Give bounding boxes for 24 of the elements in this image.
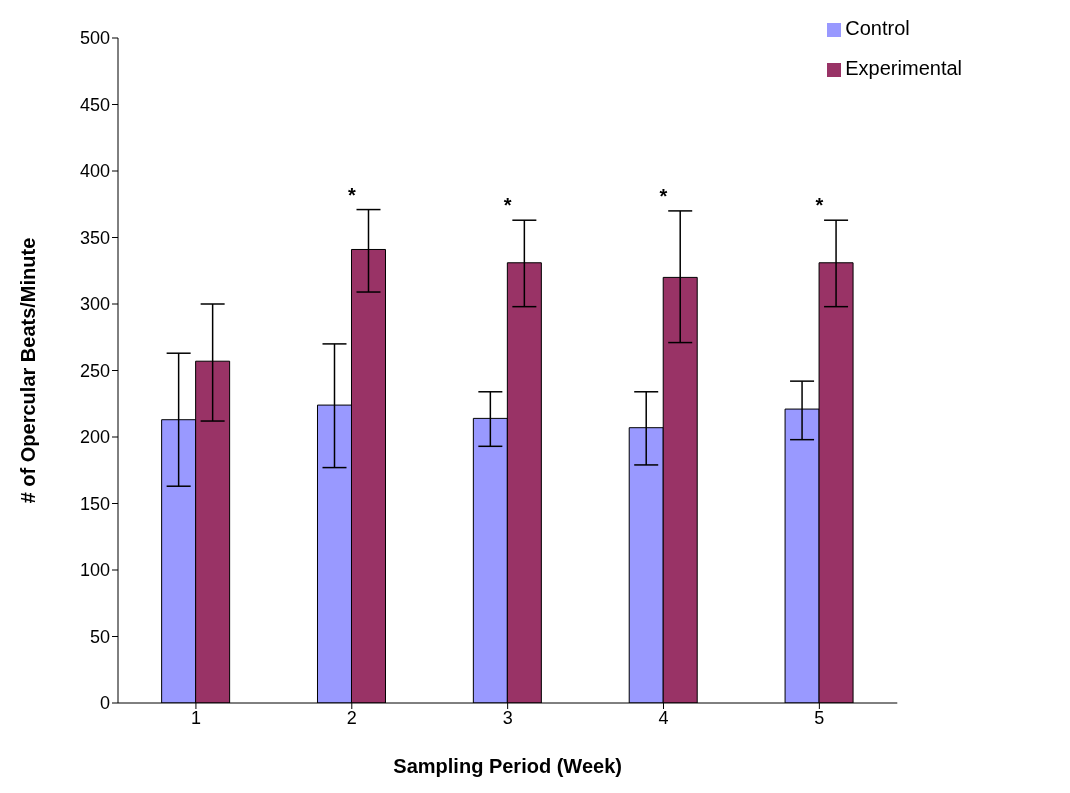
annotation: * bbox=[347, 183, 356, 206]
y-tick-label: 400 bbox=[79, 161, 110, 182]
y-tick-label: 250 bbox=[79, 360, 110, 381]
x-axis-title: Sampling Period (Week) bbox=[393, 755, 622, 777]
y-tick-label: 150 bbox=[79, 493, 110, 514]
annotation: * bbox=[503, 194, 512, 217]
y-tick-label: 450 bbox=[79, 94, 110, 115]
y-tick-label: 300 bbox=[79, 294, 110, 315]
y-tick-label: 100 bbox=[79, 560, 110, 581]
x-tick-label: 5 bbox=[814, 707, 825, 728]
y-tick-label: 0 bbox=[99, 693, 110, 714]
y-tick-label: 500 bbox=[79, 28, 110, 49]
annotation: * bbox=[659, 184, 668, 207]
legend-label: Experimental bbox=[845, 57, 962, 79]
x-tick-label: 1 bbox=[190, 707, 201, 728]
legend-label: Control bbox=[845, 17, 910, 39]
x-tick-label: 4 bbox=[658, 707, 669, 728]
x-tick-label: 3 bbox=[502, 707, 513, 728]
y-tick-label: 200 bbox=[79, 427, 110, 448]
y-axis-title: # of Opercular Beats/Minute bbox=[17, 237, 40, 504]
y-tick-label: 50 bbox=[89, 626, 110, 647]
x-tick-label: 2 bbox=[346, 707, 357, 728]
y-tick-label: 350 bbox=[79, 227, 110, 248]
annotation: * bbox=[815, 194, 824, 217]
